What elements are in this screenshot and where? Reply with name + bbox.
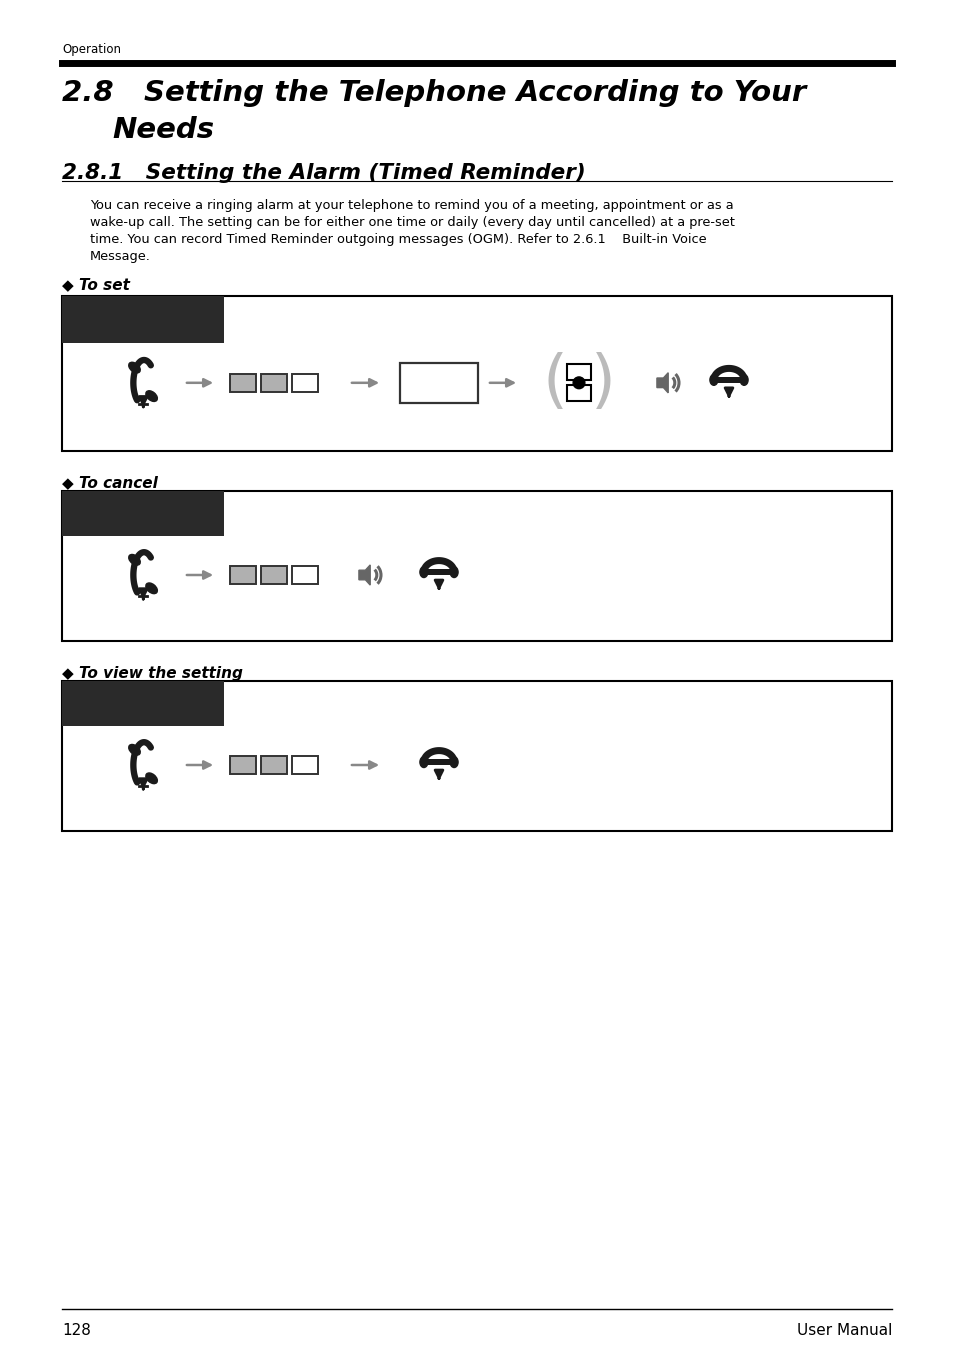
Text: ◆ To set: ◆ To set	[62, 277, 130, 292]
Bar	[62, 490, 224, 536]
Text: (: (	[541, 351, 566, 413]
Bar	[230, 566, 256, 584]
Text: User Manual: User Manual	[796, 1323, 891, 1337]
Text: 128: 128	[62, 1323, 91, 1337]
Text: Operation: Operation	[62, 43, 121, 55]
Bar	[260, 755, 287, 774]
Text: You can receive a ringing alarm at your telephone to remind you of a meeting, ap: You can receive a ringing alarm at your …	[90, 199, 733, 212]
Ellipse shape	[419, 566, 427, 577]
Bar	[230, 374, 256, 392]
Bar	[62, 490, 891, 640]
Text: Needs: Needs	[112, 116, 213, 145]
Bar	[292, 566, 317, 584]
Bar	[62, 681, 891, 831]
Bar	[567, 365, 590, 380]
Polygon shape	[657, 373, 667, 393]
Polygon shape	[358, 565, 370, 585]
Bar	[230, 755, 256, 774]
Bar	[62, 296, 891, 451]
Bar	[62, 296, 224, 343]
Text: Message.: Message.	[90, 250, 151, 263]
Bar	[260, 374, 287, 392]
Text: ): )	[590, 351, 616, 413]
Ellipse shape	[146, 584, 157, 593]
Bar	[292, 374, 317, 392]
Circle shape	[573, 377, 584, 389]
Ellipse shape	[146, 390, 157, 401]
Ellipse shape	[709, 374, 717, 385]
Ellipse shape	[129, 554, 140, 565]
Ellipse shape	[129, 744, 140, 755]
Bar	[567, 385, 590, 401]
Text: time. You can record Timed Reminder outgoing messages (OGM). Refer to 2.6.1    B: time. You can record Timed Reminder outg…	[90, 232, 706, 246]
Bar	[399, 363, 477, 403]
Text: 2.8.1   Setting the Alarm (Timed Reminder): 2.8.1 Setting the Alarm (Timed Reminder)	[62, 163, 585, 182]
Bar	[292, 755, 317, 774]
Text: 2.8   Setting the Telephone According to Your: 2.8 Setting the Telephone According to Y…	[62, 78, 805, 107]
Text: ◆ To view the setting: ◆ To view the setting	[62, 666, 243, 681]
Ellipse shape	[740, 374, 747, 385]
Ellipse shape	[419, 757, 427, 767]
Text: ◆ To cancel: ◆ To cancel	[62, 476, 157, 490]
Bar	[260, 566, 287, 584]
Ellipse shape	[450, 566, 457, 577]
Ellipse shape	[146, 773, 157, 784]
Ellipse shape	[129, 362, 140, 373]
Text: wake-up call. The setting can be for either one time or daily (every day until c: wake-up call. The setting can be for eit…	[90, 216, 734, 230]
Bar	[62, 681, 224, 725]
Ellipse shape	[450, 757, 457, 767]
